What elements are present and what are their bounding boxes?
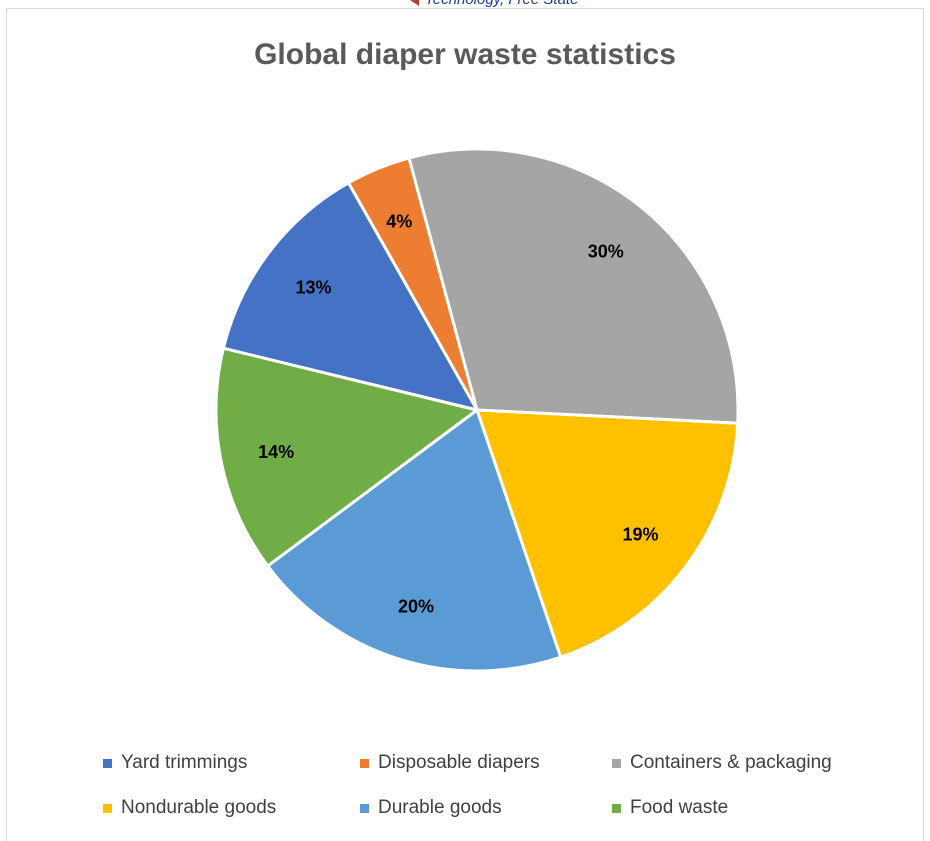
header-fragment: Technology, Free State (410, 0, 578, 8)
data-label-containers-packaging: 30% (588, 241, 624, 261)
data-label-food-waste: 14% (258, 442, 294, 462)
legend-label: Disposable diapers (378, 752, 540, 773)
pie-slice-durable-goods (266, 408, 563, 673)
legend-label: Nondurable goods (121, 797, 277, 818)
pie-slice-food-waste (214, 346, 479, 568)
pie-slice-nondurable-goods (475, 408, 740, 659)
legend-item-disposable-diapers: Disposable diapers (360, 752, 540, 774)
legend-label: Food waste (630, 797, 729, 818)
data-label-yard-trimmings: 13% (295, 277, 331, 297)
legend-item-nondurable-goods: Nondurable goods (103, 797, 276, 819)
legend-swatch (360, 758, 369, 768)
legend-label: Yard trimmings (121, 752, 248, 773)
data-label-durable-goods: 20% (398, 597, 434, 617)
legend-swatch (360, 803, 369, 813)
pie-slices (214, 147, 740, 673)
data-label-nondurable-goods: 19% (622, 525, 658, 545)
legend-label: Durable goods (378, 797, 502, 818)
legend-swatch (103, 803, 112, 813)
chart-frame (6, 8, 924, 841)
chart-title: Global diaper waste statistics (254, 38, 676, 71)
pie-slice-containers-packaging (407, 147, 740, 425)
legend-label: Containers & packaging (630, 752, 832, 773)
logo-mark-icon (410, 0, 419, 7)
pie-slice-yard-trimmings (221, 181, 479, 412)
legend-swatch (612, 803, 621, 813)
legend-swatch (612, 758, 621, 768)
legend-item-food-waste: Food waste (612, 797, 728, 819)
data-label-disposable-diapers: 4% (386, 211, 412, 231)
header-fragment-text: Technology, Free State (425, 0, 578, 8)
legend-item-containers-packaging: Containers & packaging (612, 752, 832, 774)
legend-item-yard-trimmings: Yard trimmings (103, 752, 247, 774)
legend-item-durable-goods: Durable goods (360, 797, 502, 819)
pie-data-labels: 4% 30% 19% 20% 14% 13% (258, 211, 658, 616)
legend-swatch (103, 758, 112, 768)
